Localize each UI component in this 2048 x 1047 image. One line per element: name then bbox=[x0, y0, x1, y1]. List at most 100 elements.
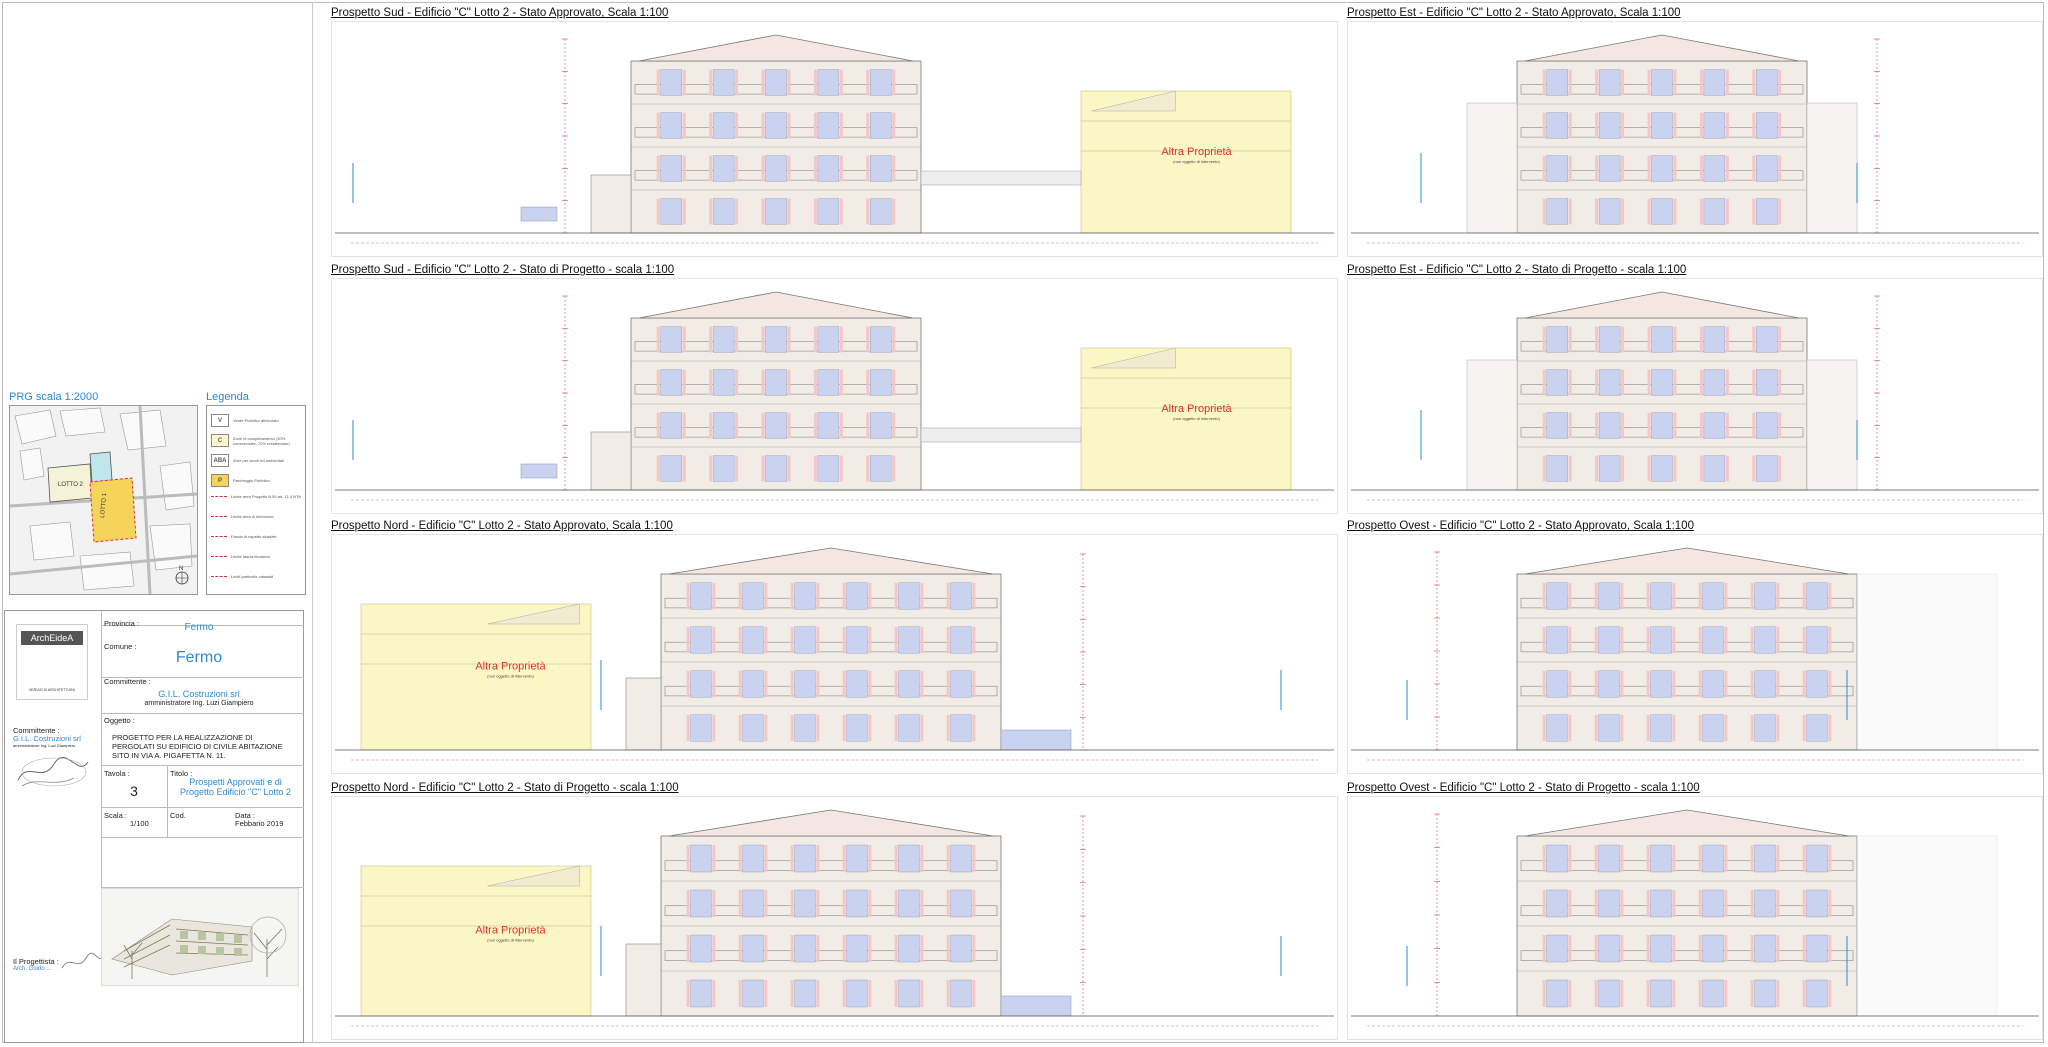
balcony-rail bbox=[664, 950, 998, 961]
prg-title: PRG scala 1:2000 bbox=[9, 391, 99, 403]
window bbox=[742, 844, 764, 873]
window bbox=[950, 979, 972, 1008]
window bbox=[1546, 582, 1568, 610]
legend-symbol: C bbox=[211, 434, 229, 447]
window bbox=[817, 412, 840, 439]
window bbox=[1598, 69, 1621, 96]
window bbox=[1702, 626, 1724, 654]
elevation-drawing: Altra Proprietà(non oggetto di intervent… bbox=[331, 796, 1338, 1040]
window bbox=[1806, 626, 1828, 654]
window bbox=[690, 934, 712, 963]
window bbox=[950, 889, 972, 918]
legend-text: Limite area Progetto N.59 art. 11.4 NTA bbox=[231, 494, 301, 499]
logo-text: ArchEideA bbox=[21, 631, 83, 645]
window bbox=[1756, 455, 1778, 482]
panel-title: Prospetto Nord - Edificio "C" Lotto 2 - … bbox=[331, 782, 679, 794]
panel-title: Prospetto Sud - Edificio "C" Lotto 2 - S… bbox=[331, 264, 675, 276]
altra-proprieta-block: Altra Proprietà(non oggetto di intervent… bbox=[1080, 347, 1292, 491]
building-facade bbox=[1516, 34, 1808, 234]
window bbox=[846, 844, 868, 873]
window bbox=[817, 69, 840, 96]
window bbox=[1703, 412, 1726, 439]
legend-symbol: ABA bbox=[211, 454, 229, 467]
legend-text: Limite fascia litoranea bbox=[231, 554, 270, 559]
window bbox=[660, 412, 682, 439]
window bbox=[765, 412, 787, 439]
ground-feature bbox=[520, 206, 558, 222]
panel-title: Prospetto Ovest - Edificio "C" Lotto 2 -… bbox=[1347, 520, 1694, 532]
titolo-label: Titolo : bbox=[170, 769, 193, 778]
window bbox=[742, 582, 764, 610]
tavola-value: 3 bbox=[130, 783, 138, 799]
building-facade bbox=[1516, 291, 1808, 491]
window bbox=[1651, 69, 1673, 96]
tavola-label: Tavola : bbox=[104, 769, 130, 778]
legend-text: Aree per lavori ed ambientali bbox=[233, 458, 284, 463]
altra-proprieta-label: Altra Proprietà bbox=[475, 661, 546, 673]
legend-item: P Parcheggio Pubblico bbox=[211, 474, 303, 487]
legend-text: Parcheggio Pubblico bbox=[233, 478, 270, 483]
provincia-label: Provincia : bbox=[104, 619, 140, 628]
window bbox=[1754, 626, 1776, 654]
window bbox=[1650, 889, 1672, 918]
window bbox=[1754, 934, 1776, 963]
window bbox=[1702, 670, 1724, 698]
lotto2-label: LOTTO 2 bbox=[58, 482, 84, 488]
progettista-signature bbox=[61, 952, 105, 969]
window bbox=[1651, 198, 1673, 225]
window bbox=[1702, 844, 1724, 873]
balcony-rail bbox=[664, 685, 998, 697]
window bbox=[742, 934, 764, 963]
window bbox=[817, 198, 840, 225]
panel-title: Prospetto Est - Edificio "C" Lotto 2 - S… bbox=[1347, 7, 1681, 19]
comune-value: Fermo bbox=[175, 649, 223, 666]
altra-proprieta-label: Altra Proprietà bbox=[1161, 403, 1232, 415]
window bbox=[690, 626, 712, 654]
window bbox=[1703, 326, 1726, 353]
window bbox=[794, 582, 816, 610]
legend-symbol: V bbox=[211, 414, 229, 427]
window bbox=[846, 670, 868, 698]
window bbox=[1598, 412, 1621, 439]
svg-text:N: N bbox=[179, 566, 183, 572]
legend-symbol bbox=[211, 495, 227, 498]
window bbox=[950, 844, 972, 873]
legend-item: Fascia di rispetto stradale bbox=[211, 534, 301, 539]
window bbox=[1650, 979, 1672, 1008]
boundary-wall bbox=[920, 427, 1082, 443]
window bbox=[846, 582, 868, 610]
ground-feature bbox=[1000, 729, 1072, 751]
window bbox=[1650, 844, 1672, 873]
window bbox=[1598, 670, 1620, 698]
building-facade bbox=[1516, 809, 1858, 1017]
panel-nord-progetto: Prospetto Nord - Edificio "C" Lotto 2 - … bbox=[331, 782, 1338, 1040]
panel-sud-approvato: Prospetto Sud - Edificio "C" Lotto 2 - S… bbox=[331, 7, 1338, 257]
legend-item: Limiti particelle catastali bbox=[211, 574, 301, 579]
window bbox=[712, 198, 735, 225]
oggetto-label: Oggetto : bbox=[104, 716, 135, 725]
legend-title: Legenda bbox=[206, 391, 249, 403]
window bbox=[712, 112, 735, 139]
window bbox=[712, 412, 735, 439]
altra-proprieta-label: Altra Proprietà bbox=[475, 925, 546, 937]
window bbox=[1756, 369, 1778, 396]
window bbox=[794, 889, 816, 918]
balcony-rail bbox=[664, 597, 998, 609]
roof bbox=[1524, 547, 1850, 575]
logo-mark bbox=[29, 649, 75, 685]
dimension-line bbox=[1080, 553, 1086, 751]
balcony-rail bbox=[664, 860, 998, 871]
window bbox=[1546, 626, 1568, 654]
window bbox=[690, 670, 712, 698]
panel-est-approvato: Prospetto Est - Edificio "C" Lotto 2 - S… bbox=[1347, 7, 2043, 257]
legend-text: Verde Pubblico attrezzato bbox=[233, 418, 279, 423]
window bbox=[1546, 979, 1568, 1008]
window bbox=[870, 369, 892, 396]
title-block bbox=[4, 610, 304, 1043]
legend-item: Limite fascia litoranea bbox=[211, 554, 301, 559]
side-committente-label: Committente : bbox=[13, 726, 60, 735]
window bbox=[794, 670, 816, 698]
window bbox=[1598, 369, 1621, 396]
window bbox=[817, 455, 840, 482]
